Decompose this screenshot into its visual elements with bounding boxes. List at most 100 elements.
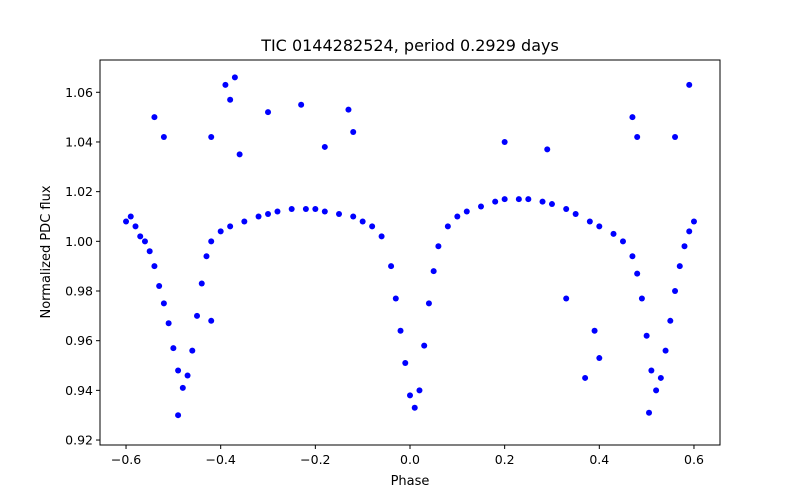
data-point: [676, 263, 683, 270]
data-point: [151, 114, 158, 121]
data-point: [217, 228, 224, 235]
x-tick-label: −0.4: [206, 452, 236, 467]
data-point: [160, 300, 167, 307]
data-point: [653, 387, 660, 394]
data-point: [151, 263, 158, 270]
data-point: [430, 268, 437, 275]
data-point: [208, 238, 215, 245]
data-point: [189, 347, 196, 354]
data-point: [648, 367, 655, 374]
x-tick-label: −0.2: [300, 452, 330, 467]
data-point: [222, 81, 229, 88]
data-point: [572, 211, 579, 217]
data-point: [425, 300, 432, 307]
y-tick-label: 1.02: [65, 184, 93, 199]
data-point: [203, 253, 210, 260]
data-point: [231, 74, 238, 81]
data-point: [548, 201, 555, 208]
data-point: [492, 198, 499, 205]
data-point: [646, 409, 653, 416]
data-point: [416, 387, 423, 394]
data-point: [160, 134, 167, 140]
data-point: [596, 223, 603, 230]
data-point: [345, 106, 352, 113]
y-tick-label: 0.98: [65, 284, 93, 299]
data-point: [686, 81, 693, 88]
plot-frame: [99, 59, 721, 446]
data-point: [227, 223, 234, 230]
data-point: [657, 374, 664, 381]
data-point: [165, 320, 172, 327]
data-point: [298, 101, 305, 108]
data-point: [175, 412, 182, 419]
data-point: [312, 206, 319, 213]
data-point: [132, 223, 139, 230]
x-axis: −0.6 −0.4 −0.2 0.0 0.2 0.4 0.6: [111, 445, 704, 467]
data-point: [591, 327, 598, 334]
y-tick-label: 1.00: [65, 234, 93, 249]
data-point: [194, 312, 201, 319]
data-point: [321, 143, 328, 150]
data-point: [515, 196, 522, 203]
data-point: [288, 206, 295, 213]
data-point: [454, 213, 461, 220]
data-point: [388, 263, 395, 270]
data-point: [265, 211, 272, 217]
y-axis: 0.92 0.94 0.96 0.98 1.00 1.02 1.04 1.06: [65, 85, 100, 448]
data-point: [525, 196, 532, 203]
data-point: [198, 280, 205, 287]
data-point: [672, 134, 679, 140]
data-point: [123, 218, 130, 225]
data-point: [686, 228, 693, 235]
data-point: [302, 206, 309, 213]
data-point: [407, 392, 413, 399]
data-point: [208, 317, 215, 324]
chart-title: TIC 0144282524, period 0.2929 days: [260, 36, 559, 55]
data-point: [175, 367, 182, 374]
x-tick-label: −0.6: [111, 452, 141, 467]
data-point: [582, 374, 589, 381]
data-point: [629, 253, 636, 260]
data-point: [610, 230, 617, 237]
data-point: [690, 218, 697, 225]
data-point: [127, 213, 134, 220]
y-tick-label: 0.94: [65, 383, 93, 398]
data-point: [321, 208, 328, 215]
data-point: [378, 233, 385, 240]
data-point: [236, 151, 243, 158]
data-points: [123, 74, 697, 419]
x-axis-label: Phase: [391, 474, 430, 489]
y-tick-label: 0.96: [65, 333, 93, 348]
data-point: [274, 208, 281, 215]
data-point: [667, 317, 674, 324]
data-point: [638, 295, 645, 302]
data-point: [629, 114, 636, 121]
data-point: [539, 198, 546, 205]
data-point: [477, 203, 484, 210]
y-tick-label: 0.92: [65, 433, 93, 448]
data-point: [402, 360, 409, 367]
data-point: [681, 243, 688, 250]
data-point: [411, 404, 418, 411]
data-point: [170, 345, 177, 352]
data-point: [146, 248, 153, 255]
data-point: [255, 213, 262, 220]
data-point: [369, 223, 376, 230]
data-point: [227, 96, 234, 103]
x-tick-label: 0.2: [495, 452, 515, 467]
data-point: [241, 218, 248, 225]
x-tick-label: 0.0: [400, 452, 420, 467]
data-point: [397, 327, 404, 334]
data-point: [184, 372, 191, 379]
data-point: [435, 243, 442, 250]
data-point: [643, 332, 650, 339]
data-point: [179, 384, 186, 391]
data-point: [156, 283, 163, 290]
data-point: [634, 134, 641, 140]
data-point: [463, 208, 470, 215]
data-point: [596, 355, 603, 362]
y-tick-label: 1.04: [65, 134, 93, 149]
data-point: [563, 295, 570, 302]
data-point: [265, 109, 272, 116]
